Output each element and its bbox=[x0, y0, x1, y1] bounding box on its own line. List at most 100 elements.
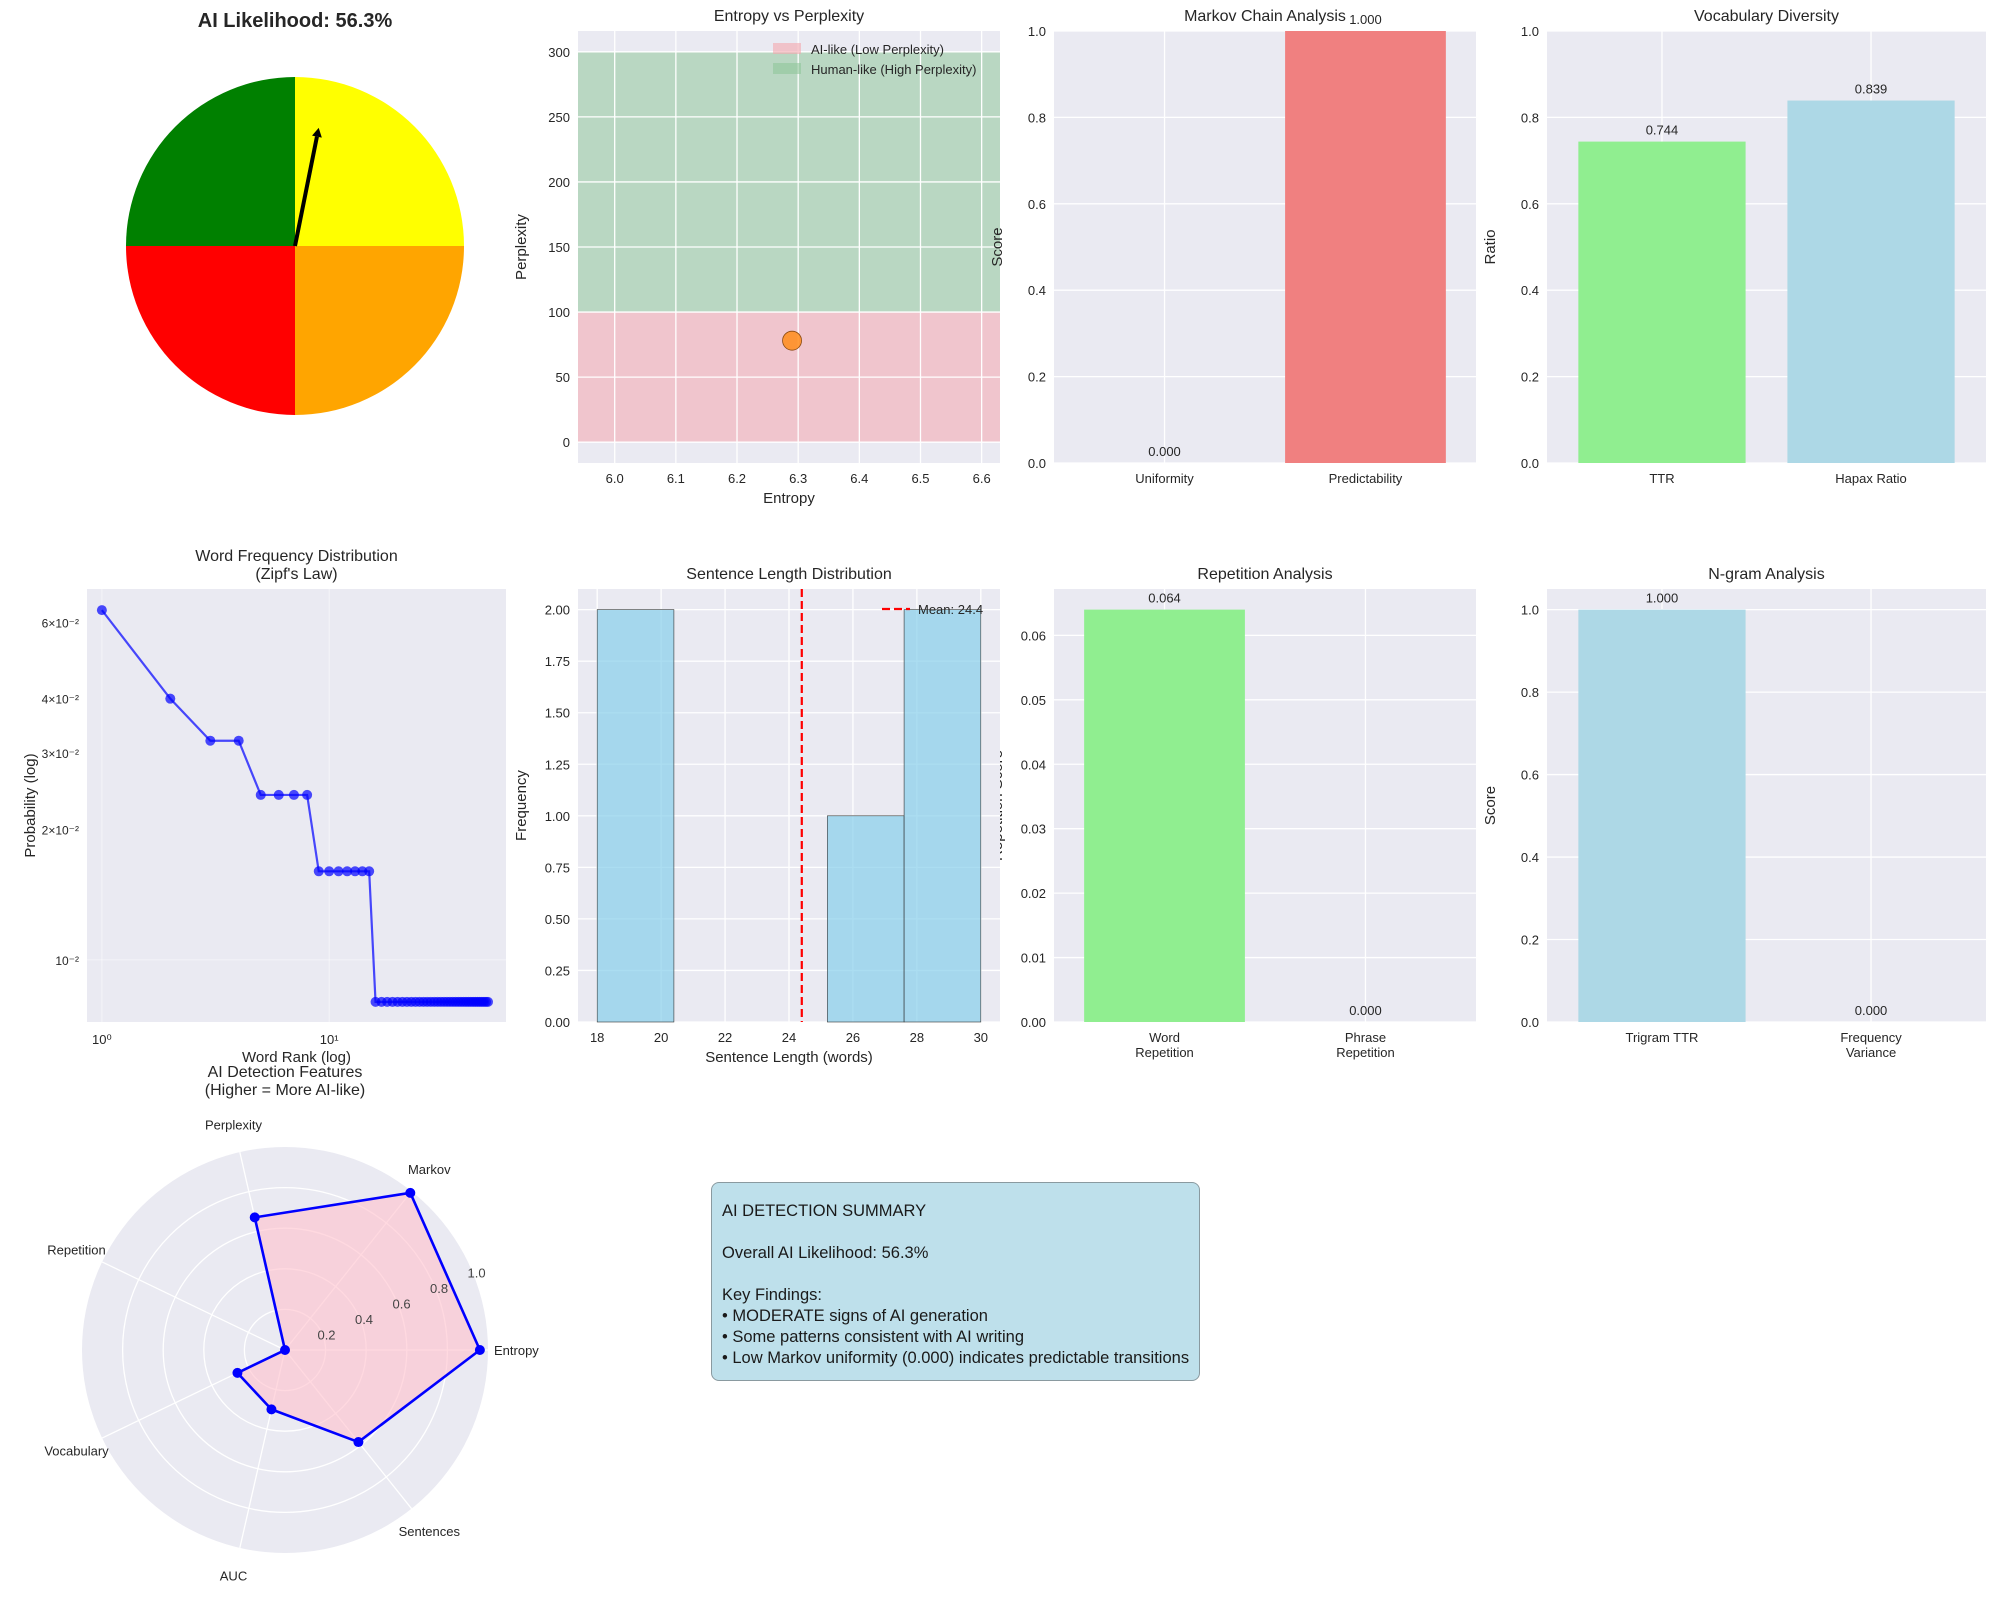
radar-tick-label: 0.4 bbox=[355, 1312, 373, 1327]
radar-point bbox=[249, 1212, 260, 1223]
y-tick-label: 250 bbox=[548, 110, 570, 125]
y-tick-label: 150 bbox=[548, 240, 570, 255]
radar-axis-label: AUC bbox=[220, 1569, 247, 1584]
radar-tick-label: 0.6 bbox=[392, 1296, 410, 1311]
zipf-point bbox=[233, 735, 244, 746]
y-tick-label: 2×10⁻² bbox=[42, 823, 79, 837]
chart-title: Vocabulary Diversity bbox=[1694, 8, 1839, 25]
x-tick-label: 10⁰ bbox=[92, 1032, 112, 1047]
y-axis-label: Perplexity bbox=[513, 214, 530, 280]
bar-value-label: 0.744 bbox=[1646, 123, 1679, 138]
summary-overall-likelihood: Overall AI Likelihood: 56.3% bbox=[722, 1244, 929, 1262]
summary-finding: • MODERATE signs of AI generation bbox=[722, 1307, 988, 1325]
zipf-point bbox=[302, 789, 313, 800]
x-tick-label: 6.4 bbox=[850, 471, 868, 486]
legend-label: Mean: 24.4 bbox=[918, 602, 983, 617]
y-axis-label: Score bbox=[989, 227, 1006, 266]
y-tick-label: 1.00 bbox=[545, 809, 570, 824]
y-tick-label: 0.6 bbox=[1521, 768, 1539, 783]
zipf-point bbox=[313, 866, 324, 877]
y-tick-label: 0.8 bbox=[1521, 685, 1539, 700]
x-tick-label: Uniformity bbox=[1135, 471, 1194, 486]
summary-title: AI DETECTION SUMMARY bbox=[722, 1202, 927, 1220]
y-tick-label: 0.2 bbox=[1028, 370, 1046, 385]
y-axis-label: Ratio bbox=[1482, 229, 1499, 264]
chart-title: (Higher = More AI-like) bbox=[205, 1082, 366, 1099]
markov-chain-chart: 0.0 0.2 0.4 0.6 0.8 1.0 0.000 Uniformity 1.000 Pr… bbox=[989, 8, 1476, 486]
bar bbox=[1285, 31, 1446, 463]
bar-value-label: 1.000 bbox=[1349, 12, 1382, 27]
radar-axis-label: Markov bbox=[408, 1162, 451, 1177]
gauge-needle-arrowhead bbox=[312, 127, 322, 138]
y-tick-label: 0.00 bbox=[545, 1015, 570, 1030]
repetition-analysis-chart: 0.000.010.020.030.040.050.060.064WordRep… bbox=[989, 566, 1476, 1060]
y-tick-label: 2.00 bbox=[545, 603, 570, 618]
radar-point bbox=[280, 1345, 290, 1355]
gauge-segment bbox=[126, 77, 295, 246]
y-tick-label: 0.75 bbox=[545, 860, 570, 875]
chart-title: Word Frequency Distribution bbox=[195, 548, 397, 565]
legend-swatch bbox=[773, 43, 801, 54]
x-tick-label: 22 bbox=[718, 1030, 732, 1045]
bar bbox=[1578, 141, 1746, 464]
gauge-needle bbox=[293, 136, 319, 247]
y-tick-label: 0.6 bbox=[1028, 197, 1046, 212]
histogram-bar bbox=[596, 609, 675, 1023]
y-tick-label: 0.00 bbox=[1021, 1015, 1046, 1030]
x-axis-label: Word Rank (log) bbox=[242, 1049, 351, 1066]
x-tick-label: Variance bbox=[1846, 1045, 1896, 1060]
radar-point bbox=[232, 1367, 243, 1378]
x-tick-label: 6.0 bbox=[606, 471, 624, 486]
bar-value-label: 0.064 bbox=[1148, 591, 1181, 606]
y-tick-label: 0.2 bbox=[1521, 933, 1539, 948]
chart-title: AI Detection Features bbox=[208, 1064, 363, 1081]
radar-axis-label: Sentences bbox=[399, 1524, 461, 1539]
y-tick-label: 50 bbox=[556, 370, 570, 385]
sentence-length-chart: 18 20 22 24 26 28 30 0.00 0.25 0.50 0.75 1.00 1.25 1.… bbox=[513, 566, 1000, 1066]
zipf-point bbox=[165, 693, 176, 704]
bar-value-label: 1.000 bbox=[1646, 591, 1679, 606]
bar-value-label: 0.000 bbox=[1349, 1003, 1382, 1018]
chart-title: Repetition Analysis bbox=[1197, 566, 1332, 583]
legend-label: Human-like (High Perplexity) bbox=[811, 62, 976, 77]
gauge-title: AI Likelihood: 56.3% bbox=[198, 10, 393, 32]
y-tick-label: 0.50 bbox=[545, 912, 570, 927]
x-tick-label: Repetition bbox=[1135, 1045, 1194, 1060]
zipf-point bbox=[288, 789, 299, 800]
y-tick-label: 1.0 bbox=[1521, 24, 1539, 39]
bar bbox=[1084, 609, 1245, 1022]
vocabulary-diversity-chart: 0.0 0.2 0.4 0.6 0.8 1.0 0.744 TTR 0.839 Hapax Rat… bbox=[1482, 8, 1986, 486]
bar-value-label: 0.000 bbox=[1855, 1003, 1888, 1018]
entropy-perplexity-chart: 6.0 6.1 6.2 6.3 6.4 6.5 6.6 0 50 100 150 200 250 300 A… bbox=[513, 8, 1000, 507]
y-tick-label: 0.8 bbox=[1521, 110, 1539, 125]
x-tick-label: 26 bbox=[846, 1030, 860, 1045]
radar-tick-label: 1.0 bbox=[468, 1265, 486, 1280]
histogram-bar bbox=[827, 815, 905, 1023]
x-tick-label: 6.6 bbox=[973, 471, 991, 486]
y-tick-label: 0.0 bbox=[1028, 456, 1046, 471]
ai-likelihood-gauge: AI Likelihood: 56.3% bbox=[126, 10, 464, 415]
chart-title: Entropy vs Perplexity bbox=[714, 8, 864, 25]
x-tick-label: 30 bbox=[974, 1030, 988, 1045]
x-tick-label: 6.3 bbox=[789, 471, 807, 486]
x-tick-label: Trigram TTR bbox=[1625, 1030, 1698, 1045]
histogram-bar bbox=[903, 609, 982, 1023]
data-point bbox=[782, 330, 802, 351]
y-tick-label: 100 bbox=[548, 305, 570, 320]
radar-point bbox=[266, 1404, 277, 1415]
ai-features-radar: AI Detection Features(Higher = More AI-l… bbox=[44, 1064, 539, 1584]
radar-polygon bbox=[235, 1191, 482, 1444]
zipf-point bbox=[273, 789, 284, 800]
y-tick-label: 1.0 bbox=[1521, 603, 1539, 618]
bar-value-label: 0.000 bbox=[1148, 444, 1181, 459]
chart-title: (Zipf's Law) bbox=[255, 566, 337, 583]
x-axis-label: Entropy bbox=[763, 490, 815, 507]
y-tick-label: 0.06 bbox=[1021, 628, 1046, 643]
y-tick-label: 6×10⁻² bbox=[42, 616, 79, 630]
x-tick-label: 6.2 bbox=[728, 471, 746, 486]
y-tick-label: 0.6 bbox=[1521, 197, 1539, 212]
plot-background bbox=[87, 589, 506, 1022]
y-tick-label: 0.01 bbox=[1021, 951, 1046, 966]
radar-axis-label: Perplexity bbox=[205, 1117, 263, 1132]
